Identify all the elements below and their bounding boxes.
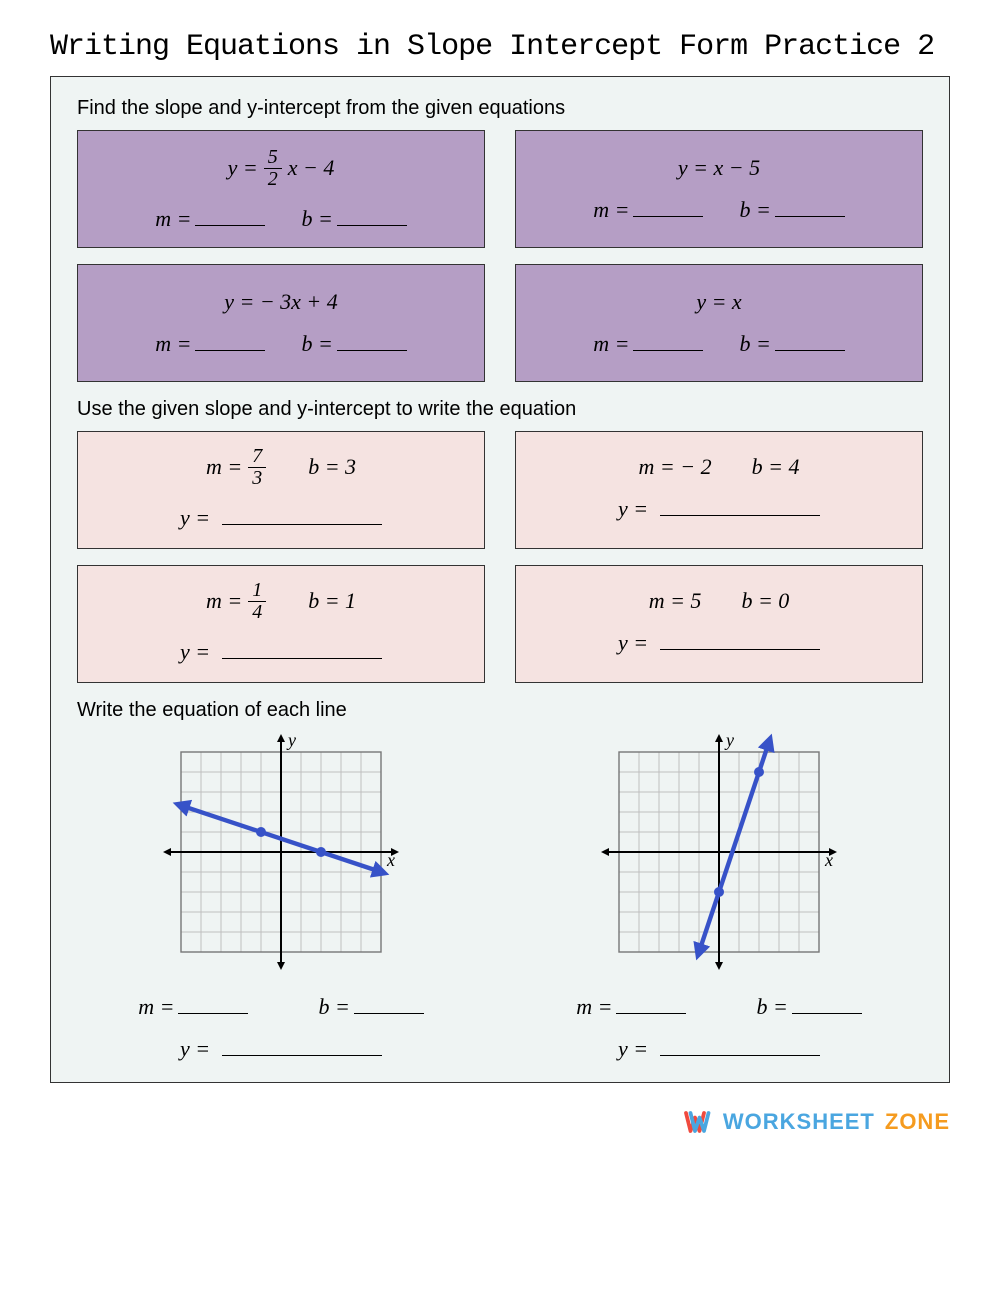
m-field[interactable]: m = [155, 329, 265, 357]
y-field[interactable]: y = [618, 1034, 820, 1062]
given-b: b = 3 [308, 454, 356, 480]
b-field[interactable]: b = [301, 329, 406, 357]
equation: y = x − 5 [678, 155, 760, 181]
graph-col-1: x y m = b = y = [515, 732, 923, 1062]
svg-text:y: y [286, 732, 296, 750]
y-field[interactable]: y = [618, 628, 820, 656]
s2-box-2: m = 14 b = 1 y = [77, 565, 485, 683]
brand-worksheet: WORKSHEET [723, 1109, 875, 1135]
brand-zone: ZONE [885, 1109, 950, 1135]
b-field[interactable]: b = [739, 195, 844, 223]
fraction: 5 2 [264, 147, 282, 190]
b-field[interactable]: b = [756, 992, 861, 1020]
b-field[interactable]: b = [739, 329, 844, 357]
m-field[interactable]: m = [138, 992, 248, 1020]
s2-box-1: m = − 2 b = 4 y = [515, 431, 923, 549]
equation: y = 5 2 x − 4 [228, 147, 335, 190]
y-field[interactable]: y = [180, 1034, 382, 1062]
given-m: m = 73 [206, 446, 268, 489]
b-field[interactable]: b = [318, 992, 423, 1020]
svg-text:x: x [824, 850, 833, 870]
given-b: b = 1 [308, 588, 356, 614]
worksheet-frame: Find the slope and y-intercept from the … [50, 76, 950, 1083]
b-field[interactable]: b = [301, 204, 406, 232]
equation: y = x [696, 289, 741, 315]
given-b: b = 0 [741, 588, 789, 614]
graph-0: x y [131, 732, 431, 972]
y-field[interactable]: y = [180, 503, 382, 531]
m-field[interactable]: m = [576, 992, 686, 1020]
s1-box-3: y = x m = b = [515, 264, 923, 382]
given-m: m = − 2 [639, 454, 712, 480]
m-field[interactable]: m = [593, 195, 703, 223]
s1-box-0: y = 5 2 x − 4 m = b = [77, 130, 485, 248]
m-field[interactable]: m = [155, 204, 265, 232]
logo-icon [683, 1107, 713, 1137]
svg-text:x: x [386, 850, 395, 870]
graph-1: x y [569, 732, 869, 972]
s1-box-2: y = − 3x + 4 m = b = [77, 264, 485, 382]
y-field[interactable]: y = [180, 637, 382, 665]
graph-col-0: x y m = b = y = [77, 732, 485, 1062]
equation: y = − 3x + 4 [224, 289, 338, 315]
given-m: m = 5 [649, 588, 702, 614]
given-b: b = 4 [752, 454, 800, 480]
y-field[interactable]: y = [618, 494, 820, 522]
s2-box-0: m = 73 b = 3 y = [77, 431, 485, 549]
section1-instruction: Find the slope and y-intercept from the … [77, 97, 923, 120]
s2-box-3: m = 5 b = 0 y = [515, 565, 923, 683]
page-title: Writing Equations in Slope Intercept For… [50, 30, 950, 64]
m-field[interactable]: m = [593, 329, 703, 357]
given-m: m = 14 [206, 580, 268, 623]
section2-instruction: Use the given slope and y-intercept to w… [77, 398, 923, 421]
footer-brand: WORKSHEET ZONE [50, 1107, 950, 1137]
svg-text:y: y [724, 732, 734, 750]
s1-box-1: y = x − 5 m = b = [515, 130, 923, 248]
section3-instruction: Write the equation of each line [77, 699, 923, 722]
